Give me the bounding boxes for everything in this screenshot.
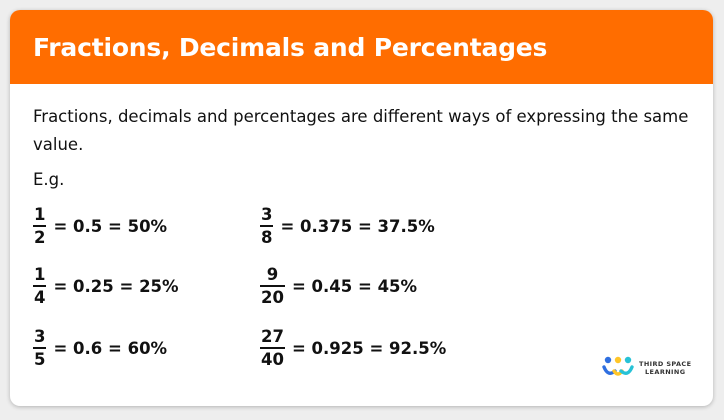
example-three-fifths: 3 5 = 0.6 = 60% xyxy=(33,327,167,369)
denominator: 2 xyxy=(34,228,46,247)
numerator: 1 xyxy=(34,265,46,284)
fraction: 1 2 xyxy=(33,205,47,247)
example-label: E.g. xyxy=(33,170,65,189)
example-twentyseven-fortieths: 27 40 = 0.925 = 92.5% xyxy=(260,327,446,369)
denominator: 8 xyxy=(261,228,273,247)
intro-text: Fractions, decimals and percentages are … xyxy=(33,107,689,154)
fraction: 1 4 xyxy=(33,265,47,307)
numerator: 1 xyxy=(34,205,46,224)
logo-line-1: THIRD SPACE xyxy=(639,360,692,368)
equivalents: = 0.6 = 60% xyxy=(53,338,168,358)
example-nine-twentieths: 9 20 = 0.45 = 45% xyxy=(260,265,417,307)
fraction: 3 8 xyxy=(260,205,274,247)
numerator: 9 xyxy=(266,265,279,284)
logo-wordmark: THIRD SPACE LEARNING xyxy=(639,360,691,376)
fraction-bar xyxy=(33,347,47,349)
fraction-bar xyxy=(260,285,285,287)
equivalents: = 0.25 = 25% xyxy=(53,276,179,296)
example-three-eighths: 3 8 = 0.375 = 37.5% xyxy=(260,205,435,247)
numerator: 3 xyxy=(34,327,46,346)
fraction: 9 20 xyxy=(260,265,285,307)
denominator: 40 xyxy=(261,350,284,369)
equivalents: = 0.375 = 37.5% xyxy=(280,216,435,236)
numerator: 27 xyxy=(261,327,284,346)
denominator: 4 xyxy=(34,288,46,307)
page-title: Fractions, Decimals and Percentages xyxy=(33,32,548,62)
fraction-bar xyxy=(33,285,47,287)
denominator: 5 xyxy=(34,350,46,369)
equivalents: = 0.5 = 50% xyxy=(53,216,168,236)
logo-line-2: LEARNING xyxy=(645,368,686,376)
third-space-learning-logo-icon xyxy=(602,356,634,376)
fraction: 27 40 xyxy=(260,327,285,369)
example-one-quarter: 1 4 = 0.25 = 25% xyxy=(33,265,179,307)
fraction: 3 5 xyxy=(33,327,47,369)
fraction-bar xyxy=(33,225,47,227)
equivalents: = 0.925 = 92.5% xyxy=(291,338,447,358)
fraction-bar xyxy=(260,225,274,227)
denominator: 20 xyxy=(261,288,284,307)
header-bar: Fractions, Decimals and Percentages xyxy=(10,10,713,84)
example-one-half: 1 2 = 0.5 = 50% xyxy=(33,205,167,247)
fraction-bar xyxy=(260,347,285,349)
equivalents: = 0.45 = 45% xyxy=(291,276,418,296)
third-space-learning-logo: THIRD SPACE LEARNING xyxy=(602,356,691,380)
content-card: Fractions, Decimals and Percentages Frac… xyxy=(10,10,713,406)
numerator: 3 xyxy=(261,205,273,224)
